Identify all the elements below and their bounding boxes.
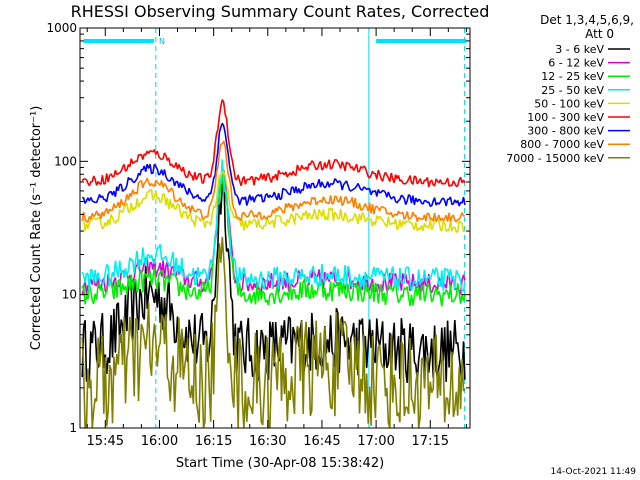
night-bar-label: N: [159, 37, 165, 46]
y-tick-label-1: 10: [62, 288, 77, 302]
series-line-3: [81, 159, 466, 292]
series-line-2: [81, 174, 466, 307]
chart-title: RHESSI Observing Summary Count Rates, Co…: [71, 2, 490, 21]
y-tick-label-2: 100: [54, 154, 77, 168]
series-line-8: [81, 236, 466, 429]
legend-label-2: 12 - 25 keV: [541, 70, 604, 83]
legend-header-line1: Det 1,3,4,5,6,9,: [540, 13, 634, 27]
legend-label-5: 100 - 300 keV: [527, 111, 604, 124]
legend-label-0: 3 - 6 keV: [555, 43, 604, 56]
legend-label-1: 6 - 12 keV: [548, 57, 604, 70]
x-tick-label-2: 16:15: [195, 434, 232, 449]
legend-header-line2: Att 0: [585, 27, 614, 41]
x-tick-label-4: 16:45: [303, 434, 340, 449]
legend-label-3: 25 - 50 keV: [541, 84, 604, 97]
x-axis-label: Start Time (30-Apr-08 15:38:42): [176, 456, 384, 471]
timestamp: 14-Oct-2021 11:49: [551, 467, 637, 477]
y-axis-label: Corrected Count Rate (s⁻¹ detector⁻¹): [29, 106, 44, 351]
legend-label-6: 300 - 800 keV: [527, 125, 604, 138]
plot-frame: [79, 27, 471, 429]
series-line-5: [81, 99, 466, 188]
series-line-6: [81, 122, 466, 208]
legend-label-4: 50 - 100 keV: [534, 97, 604, 110]
x-tick-label-5: 17:00: [357, 434, 394, 449]
series-line-4: [81, 171, 466, 233]
y-tick-label-3: 1000: [46, 21, 77, 35]
x-tick-label-6: 17:15: [412, 434, 449, 449]
x-tick-label-0: 15:45: [87, 434, 124, 449]
legend-label-7: 800 - 7000 keV: [520, 138, 604, 151]
legend-label-8: 7000 - 15000 keV: [506, 152, 604, 165]
y-tick-label-0: 1: [69, 421, 77, 435]
x-tick-label-1: 16:00: [141, 434, 178, 449]
x-tick-label-3: 16:30: [249, 434, 286, 449]
series-line-7: [81, 140, 466, 223]
